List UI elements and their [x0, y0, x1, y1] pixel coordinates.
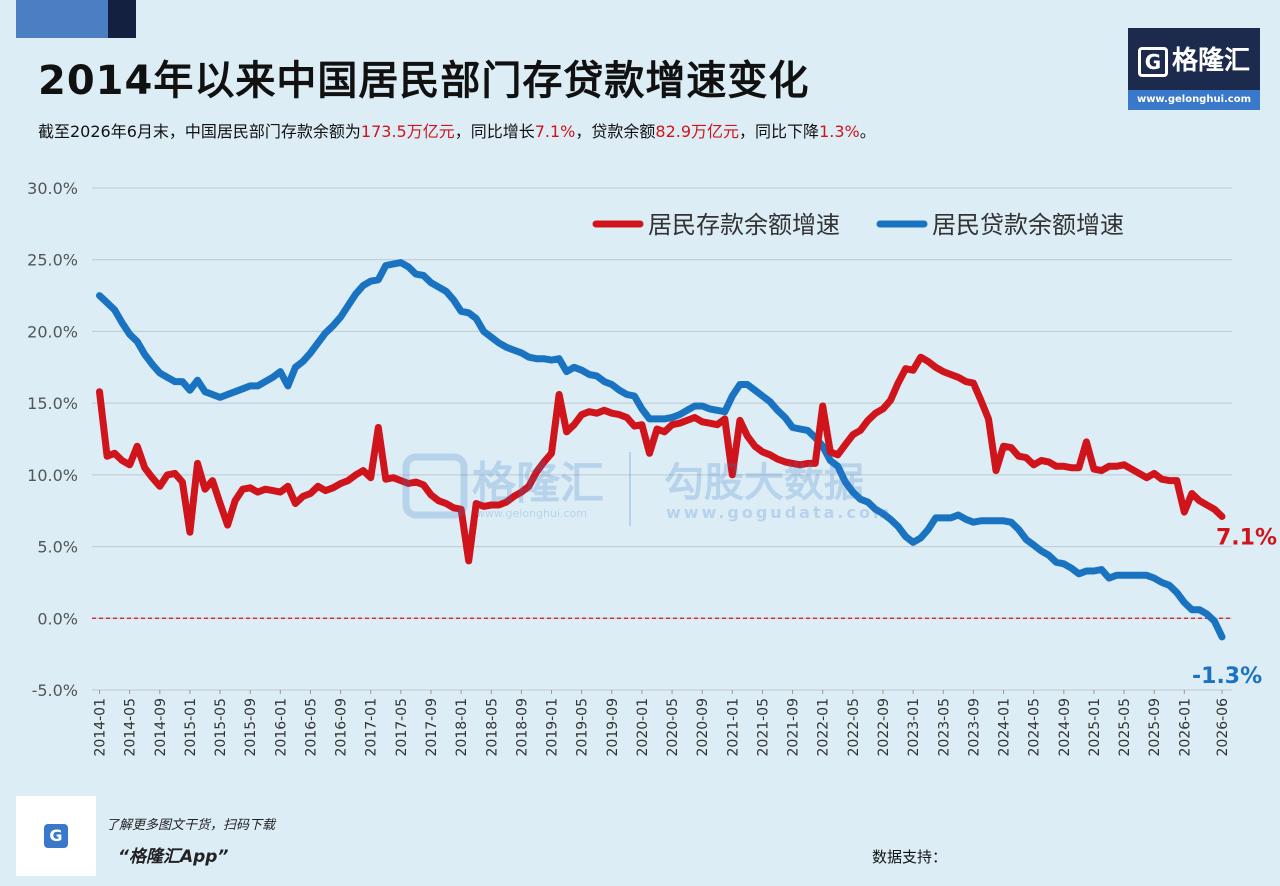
x-tick-label: 2025-05 — [1117, 698, 1133, 757]
x-tick-label: 2026-01 — [1177, 698, 1193, 757]
x-tick-label: 2015-01 — [183, 698, 199, 757]
y-tick-label: 10.0% — [27, 466, 78, 485]
y-tick-label: 0.0% — [37, 609, 78, 628]
subtitle-highlight: 7.1% — [534, 122, 576, 141]
x-tick-label: 2017-01 — [364, 698, 380, 757]
subtitle-text: ，贷款余额 — [575, 122, 656, 141]
y-tick-label: -5.0% — [32, 681, 78, 700]
x-tick-label: 2023-01 — [906, 698, 922, 757]
x-tick-label: 2024-01 — [997, 698, 1013, 757]
x-tick-label: 2020-09 — [695, 698, 711, 757]
x-tick-label: 2015-09 — [243, 698, 259, 757]
y-tick-label: 30.0% — [27, 179, 78, 198]
x-tick-label: 2014-01 — [93, 698, 109, 757]
subtitle-text: 。 — [859, 122, 876, 141]
line-chart: -5.0% 0.0% 5.0% 10.0% 15.0% 20.0% 25.0% 30.0% 20… — [27, 179, 1277, 757]
x-tick-label: 2022-09 — [876, 698, 892, 757]
legend-deposit-label: 居民存款余额增速 — [648, 211, 840, 239]
x-tick-label: 2021-05 — [755, 698, 771, 757]
x-tick-label: 2015-05 — [213, 698, 229, 757]
footer-promo-text: 了解更多图文干货，扫码下载 — [106, 818, 276, 833]
logo-brand-text: 格隆汇 — [1171, 46, 1250, 76]
x-tick-label: 2025-09 — [1147, 698, 1163, 757]
x-tick-label: 2014-05 — [123, 698, 139, 757]
x-tick-label: 2019-09 — [605, 698, 621, 757]
loan-growth-line — [96, 259, 1226, 641]
loan-end-label: -1.3% — [1192, 664, 1262, 689]
brand-logo: G 格隆汇 www.gelonghui.com — [1128, 28, 1260, 110]
logo-url: www.gelonghui.com — [1128, 90, 1260, 110]
x-tick-label: 2021-09 — [786, 698, 802, 757]
subtitle-highlight: 173.5万亿元 — [360, 122, 455, 141]
x-tick-label: 2016-05 — [303, 698, 319, 757]
chart-subtitle: 截至2026年6月末，中国居民部门存款余额为173.5万亿元，同比增长7.1%，… — [38, 118, 876, 142]
header-accent-bar-light — [16, 0, 108, 38]
x-tick-label: 2018-05 — [484, 698, 500, 757]
watermark-logo-icon — [402, 453, 468, 519]
logo-brand: G 格隆汇 — [1128, 40, 1260, 77]
legend-loan-label: 居民贷款余额增速 — [932, 211, 1124, 239]
subtitle-text: ，同比下降 — [739, 122, 820, 141]
x-tick-label: 2018-01 — [454, 698, 470, 757]
x-tick-label: 2017-09 — [424, 698, 440, 757]
chart-title: 2014年以来中国居民部门存贷款增速变化 — [38, 58, 810, 104]
x-tick-label: 2026-06 — [1215, 698, 1231, 757]
watermark-brand-1: 格隆汇 — [472, 458, 604, 509]
x-tick-label: 2025-01 — [1087, 698, 1103, 757]
logo-g-icon: G — [1137, 46, 1168, 77]
deposit-growth-line — [96, 353, 1226, 565]
x-tick-label: 2014-09 — [153, 698, 169, 757]
x-tick-label: 2023-05 — [936, 698, 952, 757]
x-tick-label: 2016-09 — [334, 698, 350, 757]
x-tick-label: 2023-09 — [966, 698, 982, 757]
watermark-url-1: www.gelonghui.com — [476, 507, 587, 520]
qr-code-icon: G — [16, 796, 96, 876]
y-tick-label: 15.0% — [27, 394, 78, 413]
x-tick-label: 2022-05 — [846, 698, 862, 757]
x-tick-label: 2022-01 — [816, 698, 832, 757]
qr-logo-icon: G — [44, 824, 68, 848]
subtitle-highlight: 82.9万亿元 — [655, 122, 740, 141]
x-tick-label: 2020-01 — [635, 698, 651, 757]
data-support-label: 数据支持： — [872, 848, 948, 866]
y-tick-label: 20.0% — [27, 322, 78, 341]
x-tick-label: 2021-01 — [725, 698, 741, 757]
watermark-url-2: www.gogudata.com — [666, 503, 893, 522]
footer-app-name: “格隆汇App” — [118, 847, 229, 867]
header-accent-bar-dark — [108, 0, 136, 38]
deposit-end-label: 7.1% — [1216, 525, 1277, 550]
subtitle-text: 截至2026年6月末，中国居民部门存款余额为 — [38, 122, 361, 141]
subtitle-text: ，同比增长 — [454, 122, 535, 141]
y-tick-label: 5.0% — [37, 538, 78, 557]
watermark-brand-2: 勾股大数据 — [664, 460, 864, 506]
y-tick-label: 25.0% — [27, 251, 78, 270]
subtitle-highlight: 1.3% — [819, 122, 860, 141]
x-tick-label: 2019-01 — [545, 698, 561, 757]
x-tick-label: 2019-05 — [575, 698, 591, 757]
x-tick-label: 2024-05 — [1027, 698, 1043, 757]
x-tick-label: 2016-01 — [273, 698, 289, 757]
x-tick-label: 2020-05 — [665, 698, 681, 757]
x-tick-label: 2017-05 — [394, 698, 410, 757]
x-tick-label: 2024-09 — [1057, 698, 1073, 757]
x-tick-label: 2018-09 — [514, 698, 530, 757]
